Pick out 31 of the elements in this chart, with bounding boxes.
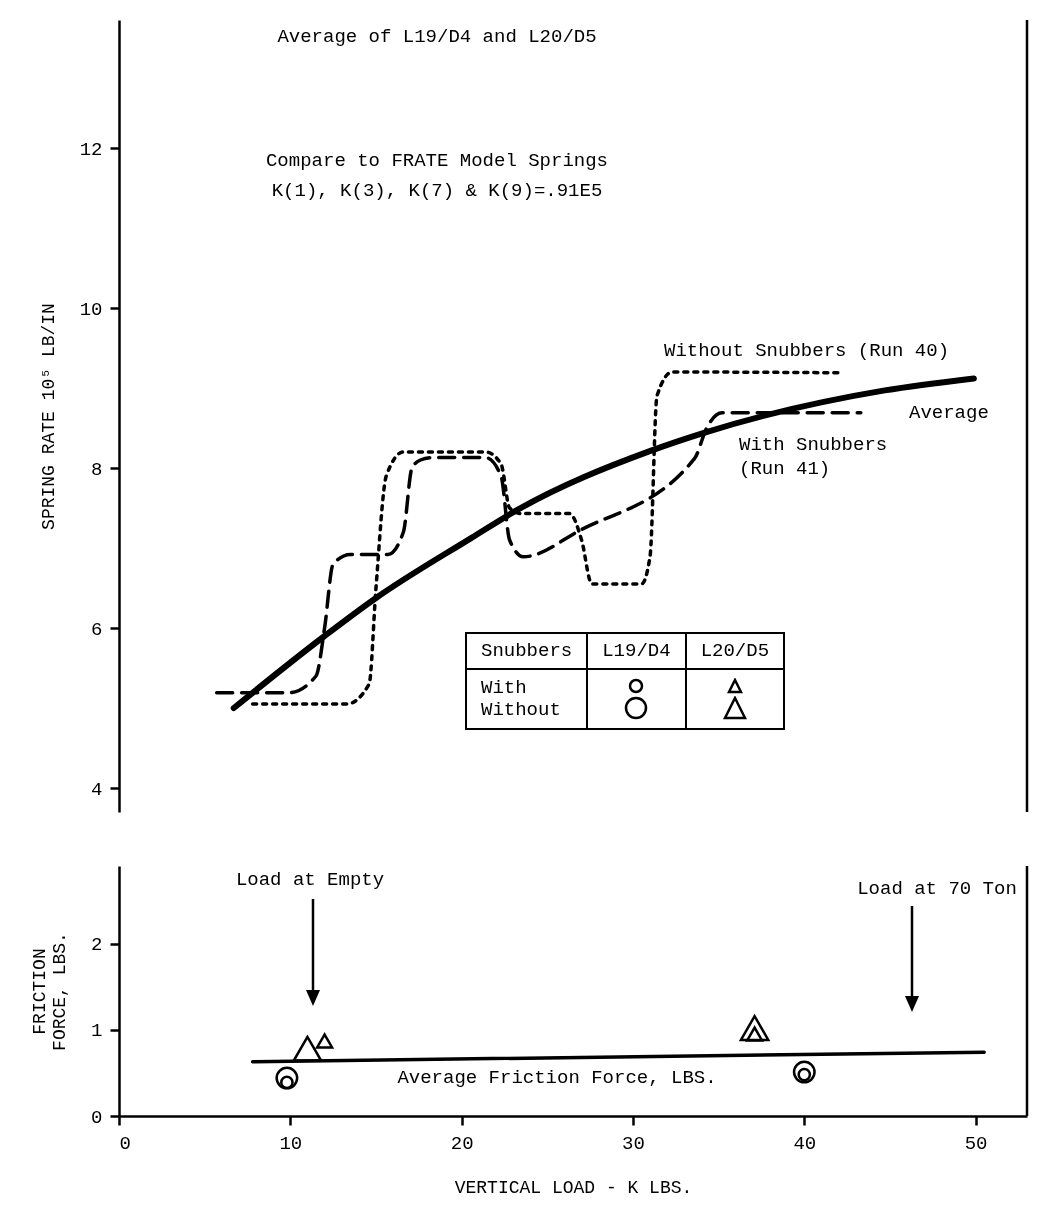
- annotation: With: [481, 677, 527, 699]
- y-tick-label: 2: [91, 934, 103, 957]
- y-tick-label: 0: [91, 1106, 103, 1129]
- y-tick-label: 4: [91, 778, 103, 801]
- x-tick-label: 0: [119, 1132, 131, 1155]
- annotation: L20/D5: [685, 633, 785, 669]
- y-axis-title: FRICTION FORCE, LBS.: [30, 932, 71, 1051]
- annotation: Without: [481, 699, 561, 721]
- series-label: Average Friction Force, LBS.: [397, 1067, 717, 1089]
- x-tick-label: 10: [279, 1132, 303, 1155]
- annotation: L19/D4: [587, 633, 686, 669]
- y-tick-label: 8: [91, 458, 103, 481]
- y-tick-label: 1: [91, 1020, 103, 1043]
- annotation: Snubbers: [466, 633, 588, 669]
- y-tick-label: 6: [91, 618, 103, 641]
- y-axis-title: SPRING RATE 10⁵ LB/IN: [38, 303, 59, 530]
- y-tick-label: 12: [79, 138, 103, 161]
- x-axis-title: VERTICAL LOAD - K LBS.: [454, 1177, 693, 1198]
- x-tick-label: 30: [622, 1132, 645, 1155]
- x-tick-label: 20: [450, 1132, 474, 1155]
- series-label: Without Snubbers (Run 40): [664, 340, 950, 362]
- annotation: K(1), K(3), K(7) & K(9)=.91E5: [271, 180, 603, 202]
- series-label: Average: [909, 402, 989, 424]
- annotation: Load at 70 Ton: [857, 878, 1017, 900]
- annotation: Compare to FRATE Model Springs: [265, 150, 609, 172]
- series-label: With Snubbers (Run 41): [739, 434, 888, 480]
- annotation: Average of L19/D4 and L20/D5: [277, 26, 597, 48]
- y-tick-label: 10: [79, 298, 103, 321]
- x-tick-label: 50: [964, 1132, 988, 1155]
- annotation: Load at Empty: [235, 869, 385, 891]
- x-tick-label: 40: [793, 1132, 817, 1155]
